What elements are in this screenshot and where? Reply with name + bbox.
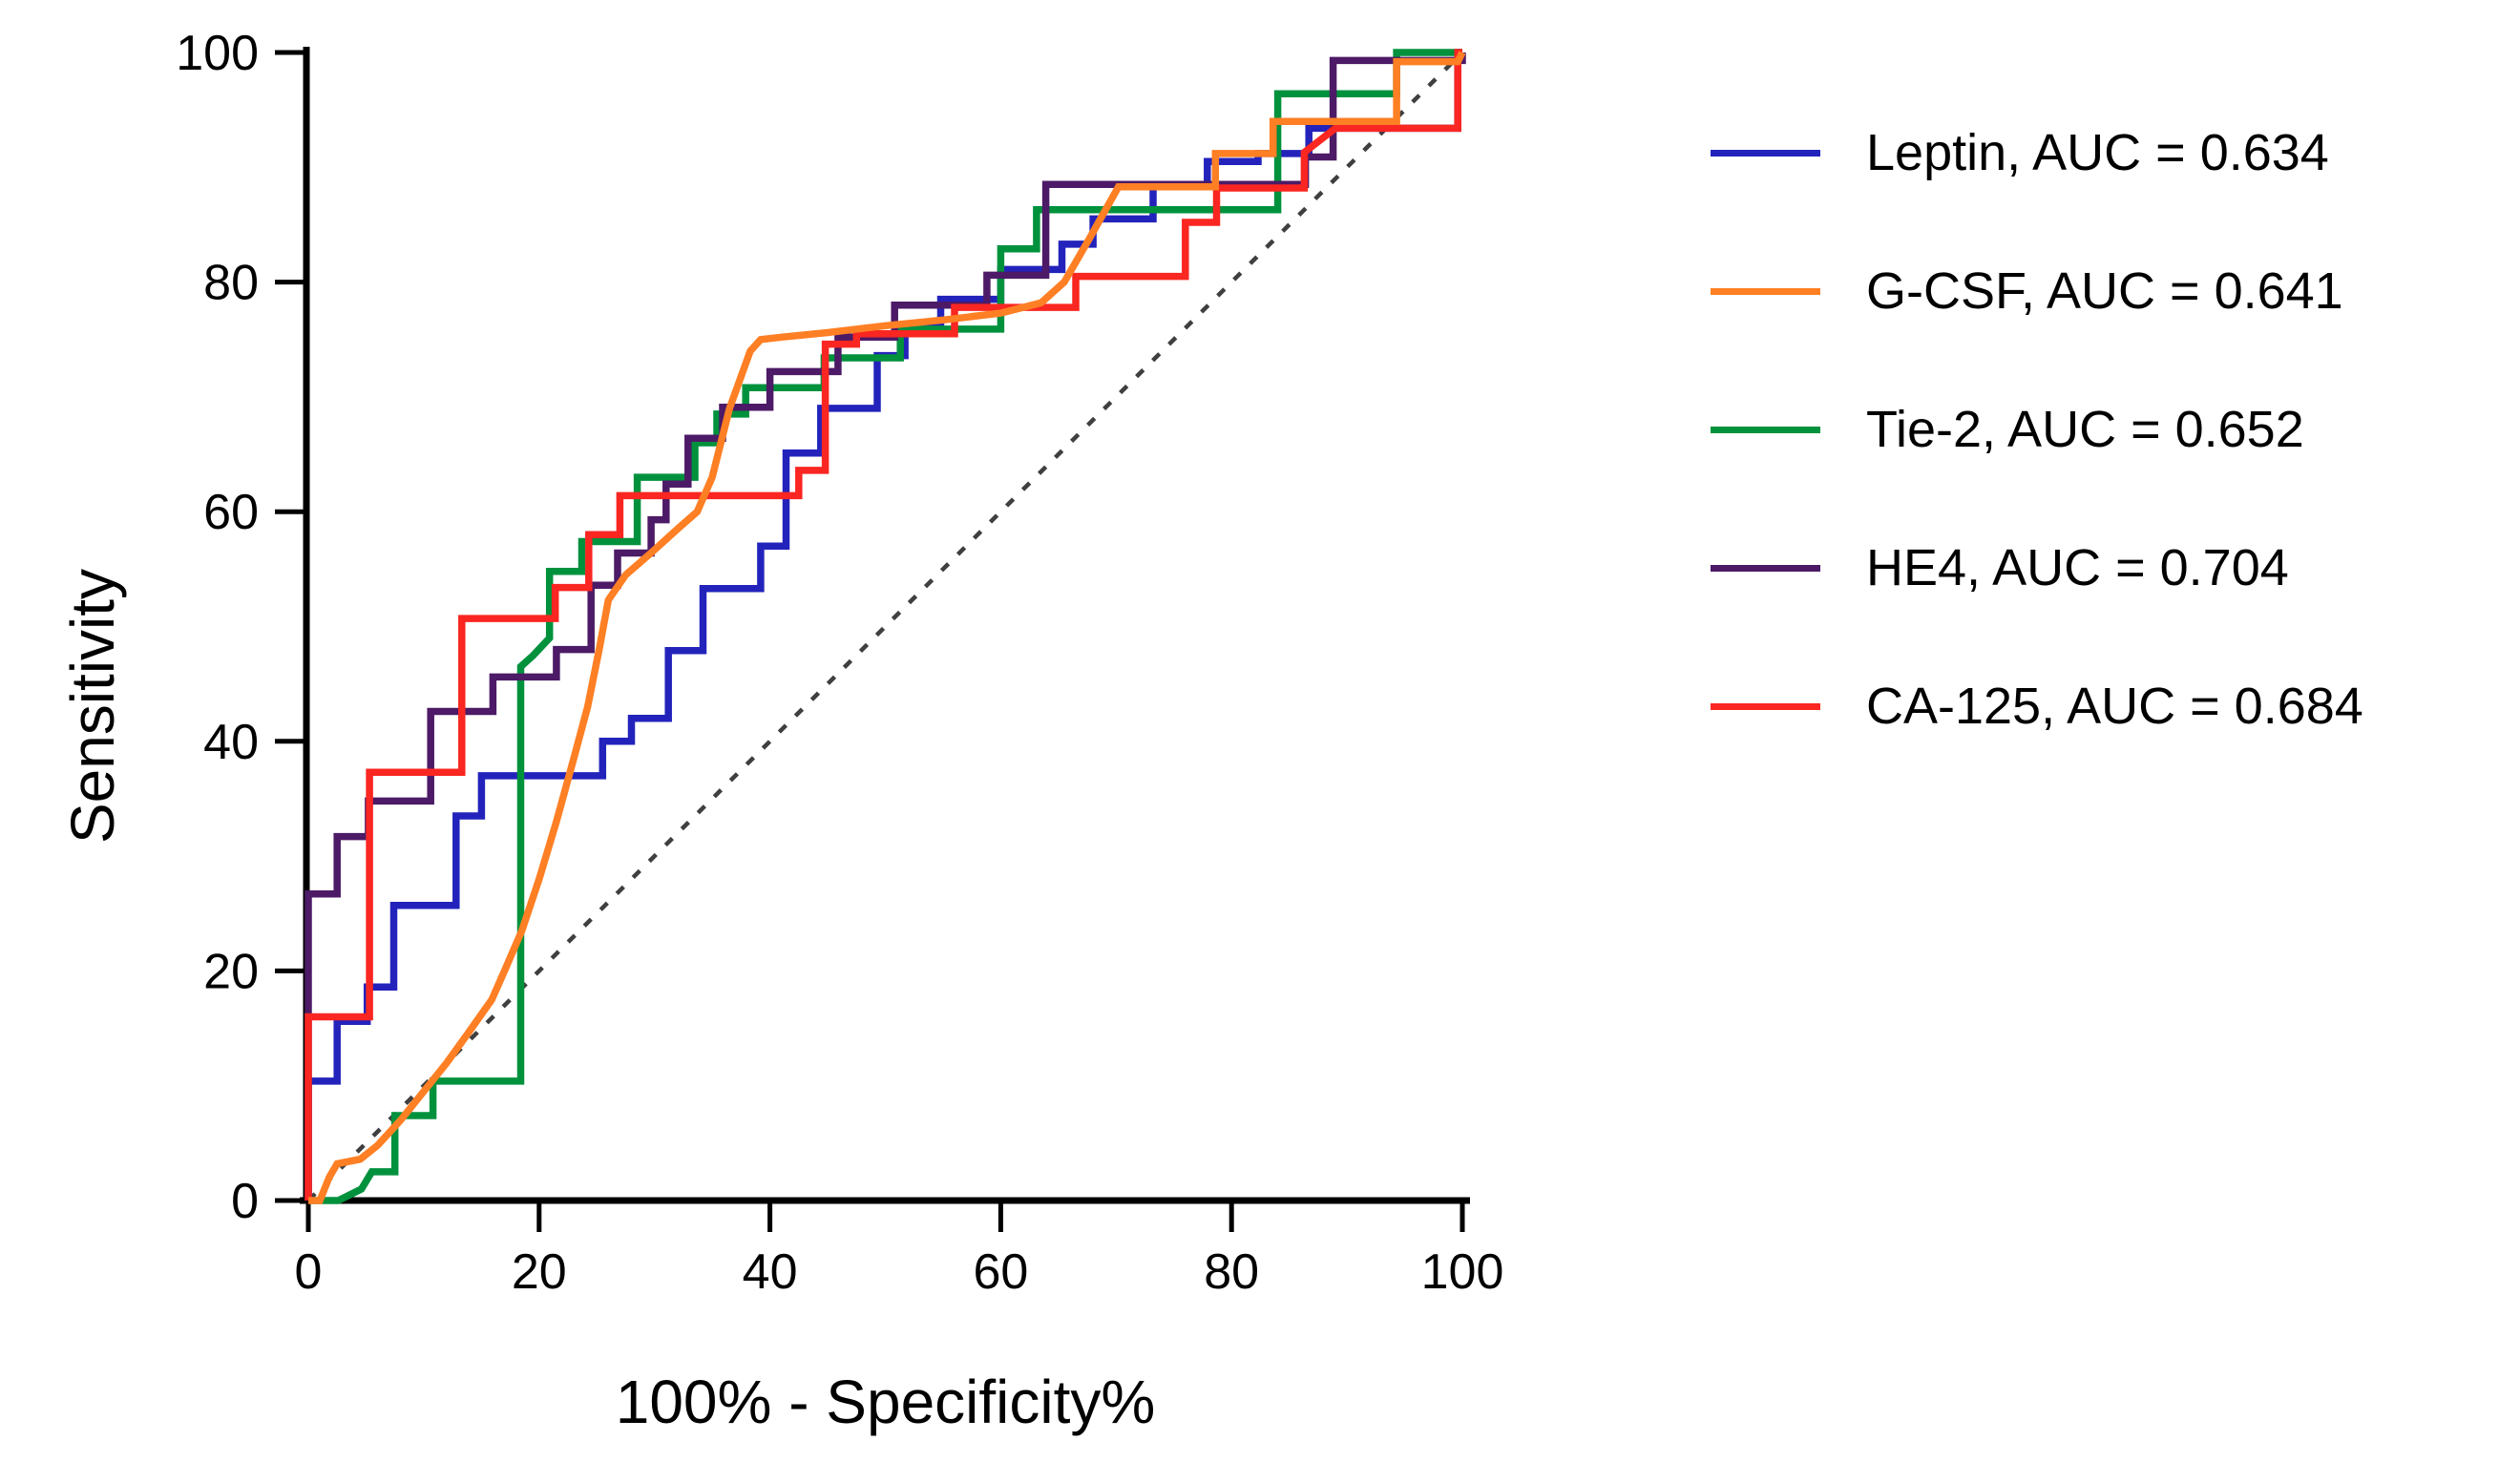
x-tick-label: 60 [973,1244,1028,1300]
legend-item-leptin: Leptin, AUC = 0.634 [1711,124,2363,181]
roc-curve-g-csf [308,51,1466,1204]
legend-item-tie-2: Tie-2, AUC = 0.652 [1711,401,2363,458]
x-tick-label: 100 [1421,1244,1504,1300]
legend-line-swatch [1711,564,1820,572]
legend-label: Leptin, AUC = 0.634 [1866,124,2329,181]
legend-line-swatch [1711,702,1820,710]
reference-diagonal [306,51,1464,1202]
legend-item-ca-125: CA-125, AUC = 0.684 [1711,678,2363,735]
legend-label: HE4, AUC = 0.704 [1866,539,2289,596]
y-tick-label: 20 [203,944,259,999]
roc-curve-tie-2 [308,49,1462,1204]
y-axis-title: Sensitivity [58,568,127,845]
x-tick-label: 80 [1204,1244,1259,1300]
legend-item-g-csf: G-CSF, AUC = 0.641 [1711,262,2363,320]
y-tick-label: 40 [203,715,259,770]
roc-curve-ca-125 [304,49,1462,1201]
legend-label: CA-125, AUC = 0.684 [1866,678,2363,735]
legend-line-swatch [1711,149,1820,157]
legend-line-swatch [1711,287,1820,295]
x-axis-title: 100% - Specificity% [615,1368,1156,1436]
legend: Leptin, AUC = 0.634 G-CSF, AUC = 0.641 Tie… [1711,124,2363,816]
y-tick-label: 0 [231,1174,259,1229]
y-tick-label: 80 [203,256,259,311]
roc-curve-he4 [304,52,1466,1201]
x-tick-label: 0 [295,1244,323,1300]
legend-item-he4: HE4, AUC = 0.704 [1711,539,2363,596]
legend-line-swatch [1711,426,1820,433]
legend-label: G-CSF, AUC = 0.641 [1866,262,2343,320]
x-tick-label: 40 [743,1244,798,1300]
x-tick-label: 20 [512,1244,567,1300]
legend-label: Tie-2, AUC = 0.652 [1866,401,2304,458]
y-tick-label: 100 [176,26,259,81]
y-tick-label: 60 [203,485,259,540]
